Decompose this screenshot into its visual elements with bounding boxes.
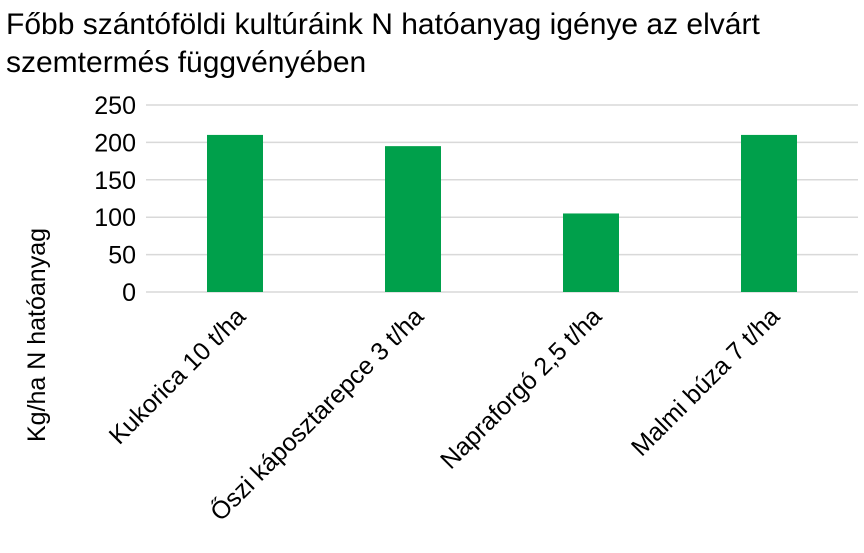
y-tick-label: 150 — [94, 167, 136, 195]
y-tick-label: 0 — [122, 279, 136, 307]
x-category-label: Malmi búza 7 t/ha — [626, 302, 785, 461]
chart-title-line-1: Főbb szántóföldi kultúráink N hatóanyag … — [6, 8, 760, 41]
y-tick-label: 250 — [94, 92, 136, 120]
y-tick-label: 50 — [108, 242, 136, 270]
x-category-label: Őszi káposztarepce 3 t/ha — [204, 302, 429, 527]
bar — [385, 146, 441, 292]
y-axis-label: Kg/ha N hatóanyag — [23, 228, 51, 442]
y-tick-label: 100 — [94, 204, 136, 232]
gridlines — [146, 104, 858, 293]
x-category-label: Kukorica 10 t/ha — [104, 302, 252, 450]
bar — [741, 134, 797, 292]
chart-title-line-2: szemtermés függvényében — [6, 46, 366, 79]
bar — [563, 213, 619, 292]
x-category-label: Napraforgó 2,5 t/ha — [435, 302, 607, 474]
bars — [207, 134, 797, 292]
bar — [207, 134, 263, 292]
y-tick-label: 200 — [94, 129, 136, 157]
chart-title: Főbb szántóföldi kultúráink N hatóanyag … — [6, 8, 760, 79]
y-axis-ticks: 0 50 100 150 200 250 — [94, 92, 136, 307]
